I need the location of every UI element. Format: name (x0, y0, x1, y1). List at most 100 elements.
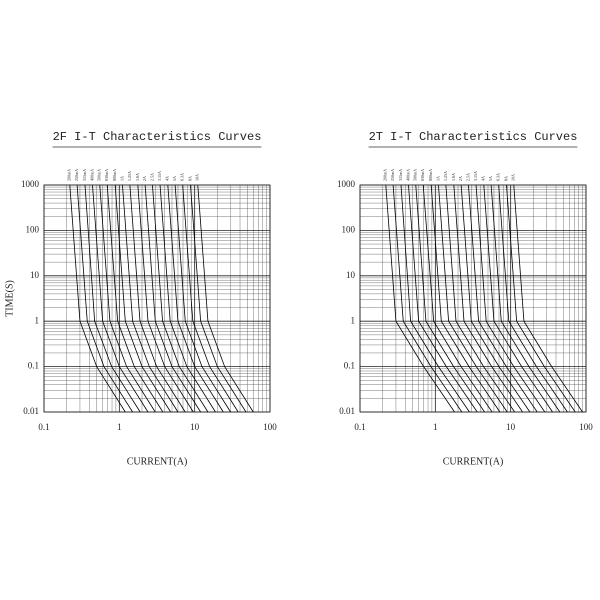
it-curve (408, 184, 478, 413)
curve-label: 250mA (390, 169, 395, 181)
it-curve (490, 184, 561, 413)
curve-label: 800mA (428, 169, 433, 181)
x-axis-label: CURRENT(A) (127, 456, 188, 467)
x-tick-label: 1 (117, 422, 122, 432)
it-curve (84, 184, 141, 413)
y-tick-label: 0.01 (339, 406, 355, 416)
curve-label: 400mA (89, 169, 94, 181)
curve-label: 6.3A (496, 173, 501, 181)
it-curve (76, 184, 133, 413)
x-tick-label: 10 (506, 422, 516, 432)
curve-label: 2A (142, 176, 147, 181)
x-tick-label: 100 (263, 422, 277, 432)
it-curve (144, 184, 201, 413)
curve-label: 10A (511, 174, 516, 181)
it-curve (498, 184, 568, 413)
it-curve (129, 184, 186, 413)
y-tick-label: 10 (346, 270, 356, 280)
it-curve (385, 184, 455, 413)
it-curve (69, 184, 126, 413)
y-tick-label: 0.01 (23, 406, 39, 416)
it-curve (159, 184, 216, 413)
curve-label: 4A (481, 176, 486, 181)
y-tick-label: 1000 (337, 179, 356, 189)
it-curve (430, 184, 501, 413)
curve-label: 200mA (383, 169, 388, 181)
y-tick-label: 10 (30, 270, 40, 280)
it-curve (453, 184, 523, 413)
curve-label: 315mA (398, 169, 403, 181)
curve-label: 315mA (82, 169, 87, 181)
curve-label: 8A (503, 176, 508, 181)
it-curve (483, 184, 553, 413)
it-curve (392, 184, 463, 413)
x-tick-label: 0.1 (38, 422, 49, 432)
it-curve (506, 184, 576, 413)
x-axis-label: CURRENT(A) (443, 456, 504, 467)
y-tick-label: 1 (35, 315, 40, 325)
it-curve (152, 184, 209, 413)
it-curve (400, 184, 470, 413)
y-tick-label: 1 (351, 315, 356, 325)
it-curve (99, 184, 156, 413)
curve-label: 1.6A (135, 173, 140, 181)
curve-label: 8A (187, 176, 192, 181)
curve-label: 5A (172, 176, 177, 181)
plot-frame (43, 184, 271, 413)
curve-label: 4A (165, 176, 170, 181)
y-tick-label: 1000 (21, 179, 40, 189)
it-curve (114, 184, 171, 413)
it-curve (92, 184, 149, 413)
curve-label: 200mA (67, 169, 72, 181)
it-curve (445, 184, 516, 413)
curve-label: 2.5A (149, 173, 154, 181)
x-tick-label: 100 (579, 422, 593, 432)
curve-label: 3.15A (157, 171, 162, 181)
y-tick-label: 100 (26, 224, 40, 234)
it-curve (415, 184, 485, 413)
y-tick-label: 0.1 (28, 361, 39, 371)
x-tick-label: 1 (433, 422, 438, 432)
y-tick-label: 100 (342, 224, 356, 234)
curve-label: 400mA (405, 169, 410, 181)
x-tick-label: 0.1 (354, 422, 365, 432)
curve-label: 500mA (413, 169, 418, 181)
curve-label: 250mA (74, 169, 79, 181)
plot-frame (359, 184, 587, 413)
y-tick-label: 0.1 (344, 361, 355, 371)
it-curve (167, 184, 224, 413)
curve-label: 5A (488, 176, 493, 181)
it-curve (174, 184, 231, 413)
curve-label: 630mA (420, 169, 425, 181)
curve-label: 10A (195, 174, 200, 181)
curve-label: 1A (435, 176, 440, 181)
it-curve (438, 184, 508, 413)
curve-label: 1A (119, 176, 124, 181)
it-curve (468, 184, 538, 413)
it-curve (460, 184, 531, 413)
it-curve (513, 184, 583, 413)
it-curve (422, 184, 493, 413)
it-curve (182, 184, 239, 413)
curve-label: 6.3A (180, 173, 185, 181)
curve-label: 1.25A (127, 171, 132, 181)
it-curve (190, 184, 247, 413)
curve-label: 1.6A (451, 173, 456, 181)
x-tick-label: 10 (190, 422, 200, 432)
it-curve (197, 184, 254, 413)
curve-label: 2A (458, 176, 463, 181)
curve-label: 3.15A (473, 171, 478, 181)
curve-label: 800mA (112, 169, 117, 181)
it-curve (122, 184, 179, 413)
chart-title: 2T I-T Characteristics Curves (369, 130, 578, 144)
it-curve (137, 184, 194, 413)
chart-title: 2F I-T Characteristics Curves (53, 130, 262, 144)
curve-label: 2.5A (465, 173, 470, 181)
curve-label: 500mA (97, 169, 102, 181)
curve-label: 1.25A (443, 171, 448, 181)
y-axis-label: TIME(S) (4, 280, 15, 317)
it-curve (475, 184, 546, 413)
it-curve (106, 184, 164, 413)
curve-label: 630mA (104, 169, 109, 181)
